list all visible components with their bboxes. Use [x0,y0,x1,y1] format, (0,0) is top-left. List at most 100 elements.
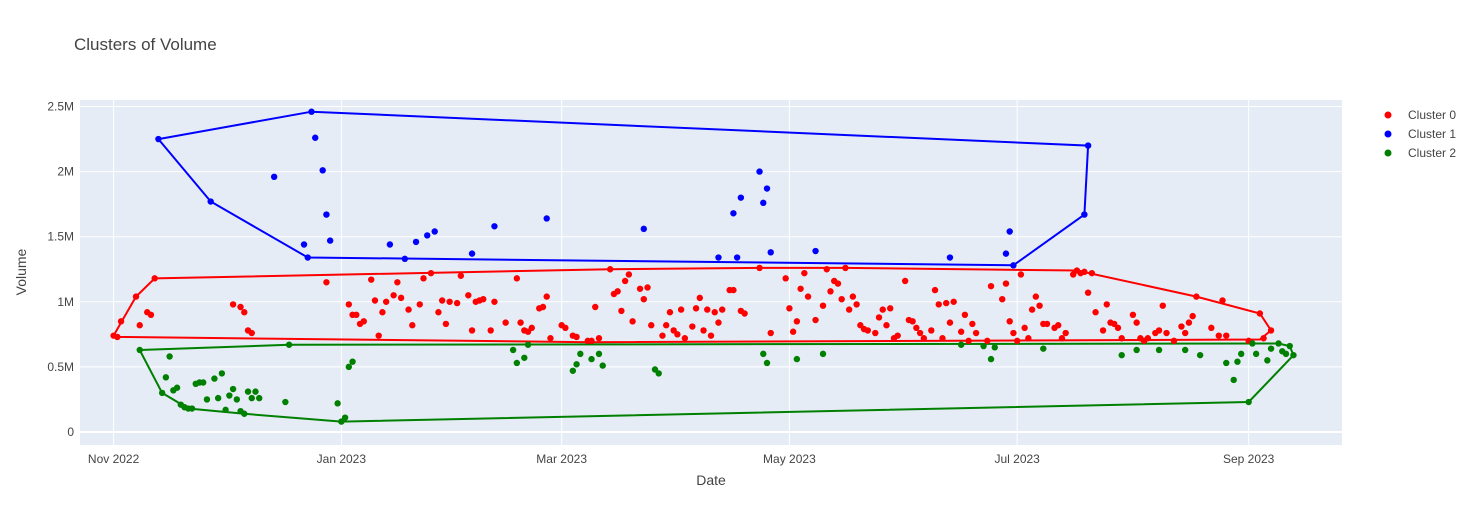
cluster-0-point [640,295,647,303]
cluster-0-point [931,286,939,294]
cluster-0-point [394,279,401,286]
cluster-0-point [573,333,580,341]
cluster-0-point [1178,323,1185,330]
cluster-0-point [588,337,595,345]
cluster-2-point [793,355,801,363]
cluster-2-point [229,385,237,393]
cluster-0-point [1010,329,1017,337]
cluster-2-point [760,350,767,358]
cluster-2-point [1181,346,1189,354]
legend-item-cluster-2[interactable]: Cluster 2 [1384,146,1457,160]
cluster-0-point [883,322,890,329]
cluster-0-point [797,285,804,292]
cluster-2-point [226,392,233,399]
cluster-0-point [823,266,830,273]
cluster-1-point [300,241,308,248]
cluster-2-point [819,350,827,358]
cluster-0-point [420,275,427,282]
cluster-2-point [1133,346,1140,354]
y-tick-label: 0.5M [47,360,74,374]
cluster-0-point [692,305,700,312]
cluster-0-point [961,311,969,319]
cluster-0-point [972,329,980,337]
cluster-0-point [662,322,670,329]
cluster-0-point [696,294,703,302]
cluster-2-point [588,355,595,363]
cluster-2-point [957,341,965,348]
cluster-0-point [935,301,942,308]
cluster-0-point [562,324,569,332]
cluster-2-point [200,379,207,386]
cluster-0-point [819,302,827,309]
cluster-0-point [229,301,237,308]
cluster-0-point [875,314,883,321]
cluster-0-point [379,309,386,316]
legend-item-cluster-1[interactable]: Cluster 1 [1384,127,1457,141]
cluster-0-point [1223,332,1230,339]
cluster-1-point [543,215,550,222]
cluster-0-point [1189,312,1196,320]
grid-lines [80,100,1342,445]
cluster-0-point [1036,302,1043,309]
cluster-2-point [1249,340,1256,347]
cluster-2-point [524,341,532,348]
cluster-0-point [360,318,367,325]
x-tick-label: Sep 2023 [1223,452,1275,466]
cluster-0-point [700,327,707,334]
cluster-0-point [939,335,946,342]
cluster-1-point [767,249,774,256]
cluster-2-point [509,346,517,354]
cluster-2-point [256,394,263,402]
cluster-0-point [409,322,416,329]
cluster-2-point [158,389,166,397]
legend[interactable]: Cluster 0 Cluster 1 Cluster 2 [1384,108,1457,160]
cluster-0-point [375,332,382,339]
cluster-0-point [1208,324,1215,332]
cluster-0-point [950,298,957,305]
cluster-0-point [132,293,140,300]
cluster-1-point [1010,262,1017,269]
data-points [110,108,1297,425]
cluster-1-point [491,223,498,230]
cluster-0-point [487,327,494,334]
cluster-0-point [446,298,453,305]
legend-label: Cluster 0 [1408,108,1456,122]
cluster-2-point [173,384,181,391]
x-axis-ticks: Nov 2022 Jan 2023 Mar 2023 May 2023 Jul 2023… [88,452,1275,466]
cluster-0-point [405,306,412,313]
cluster-0-point [677,306,685,313]
cluster-0-point [465,292,472,299]
cluster-0-point [241,309,248,316]
y-tick-label: 2.5M [47,100,74,114]
cluster-1-point [468,250,476,257]
cluster-1-point [715,254,722,261]
plot-background [80,100,1342,445]
cluster-1-point [431,228,438,235]
cluster-0-point [1256,310,1264,317]
cluster-1-point [812,247,819,255]
cluster-0-point [390,292,397,299]
cluster-0-point [853,301,860,308]
cluster-0-point [812,316,819,324]
cluster-0-point [845,306,853,313]
cluster-2-point [334,400,341,407]
cluster-0-point [1129,311,1137,319]
y-tick-label: 1.5M [47,230,74,244]
cluster-2-point [203,396,211,403]
cluster-0-point [901,277,909,285]
cluster-0-point [629,318,636,325]
cluster-0-point [614,288,621,295]
cluster-1-point [319,167,326,174]
legend-item-cluster-0[interactable]: Cluster 0 [1384,108,1457,122]
legend-label: Cluster 1 [1408,127,1456,141]
cluster-0-point [438,297,446,304]
cluster-0-point [1081,268,1088,276]
cluster-2-point [1040,345,1047,352]
cluster-0-point [789,328,797,335]
cluster-0-point [838,295,845,303]
cluster-0-point [543,293,550,300]
cluster-0-point [1088,269,1096,277]
cluster-0-point [636,285,644,292]
cluster-1-point [1006,228,1013,235]
